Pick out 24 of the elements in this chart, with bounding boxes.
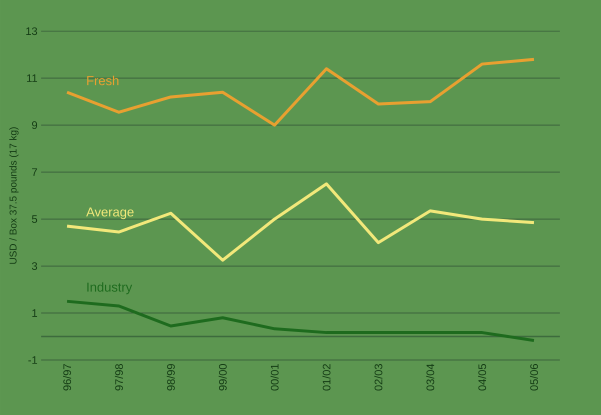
x-tick-label: 00/01 — [270, 364, 279, 390]
y-tick-label: 9 — [32, 121, 38, 129]
x-tick-label: 03/04 — [426, 364, 434, 390]
x-tick-label: 99/00 — [218, 364, 227, 390]
y-tick-label: 5 — [32, 215, 38, 223]
y-tick-label: -1 — [28, 356, 38, 364]
line-series — [66, 182, 536, 262]
x-tick-label: 01/02 — [322, 364, 330, 390]
y-tick-label: 3 — [32, 262, 38, 270]
x-tick-label: 98/99 — [166, 364, 175, 390]
x-tick-label: 02/03 — [374, 364, 382, 390]
x-tick-label: 04/05 — [478, 364, 486, 390]
y-tick-label: 11 — [27, 74, 38, 82]
y-axis-title: USD / Box 37.5 pounds (17 kg) — [9, 127, 19, 264]
series-label: Average — [86, 207, 134, 219]
x-tick-label: 97/98 — [114, 364, 123, 390]
y-tick-label: 1 — [32, 309, 38, 317]
x-tick-label: 05/06 — [530, 364, 538, 390]
y-tick-label: 7 — [32, 168, 38, 176]
line-series — [66, 58, 536, 126]
series-label: Industry — [87, 282, 132, 294]
series-label: Fresh — [87, 76, 118, 86]
y-tick-label: 13 — [26, 27, 38, 35]
x-tick-label: 96/97 — [63, 364, 72, 390]
